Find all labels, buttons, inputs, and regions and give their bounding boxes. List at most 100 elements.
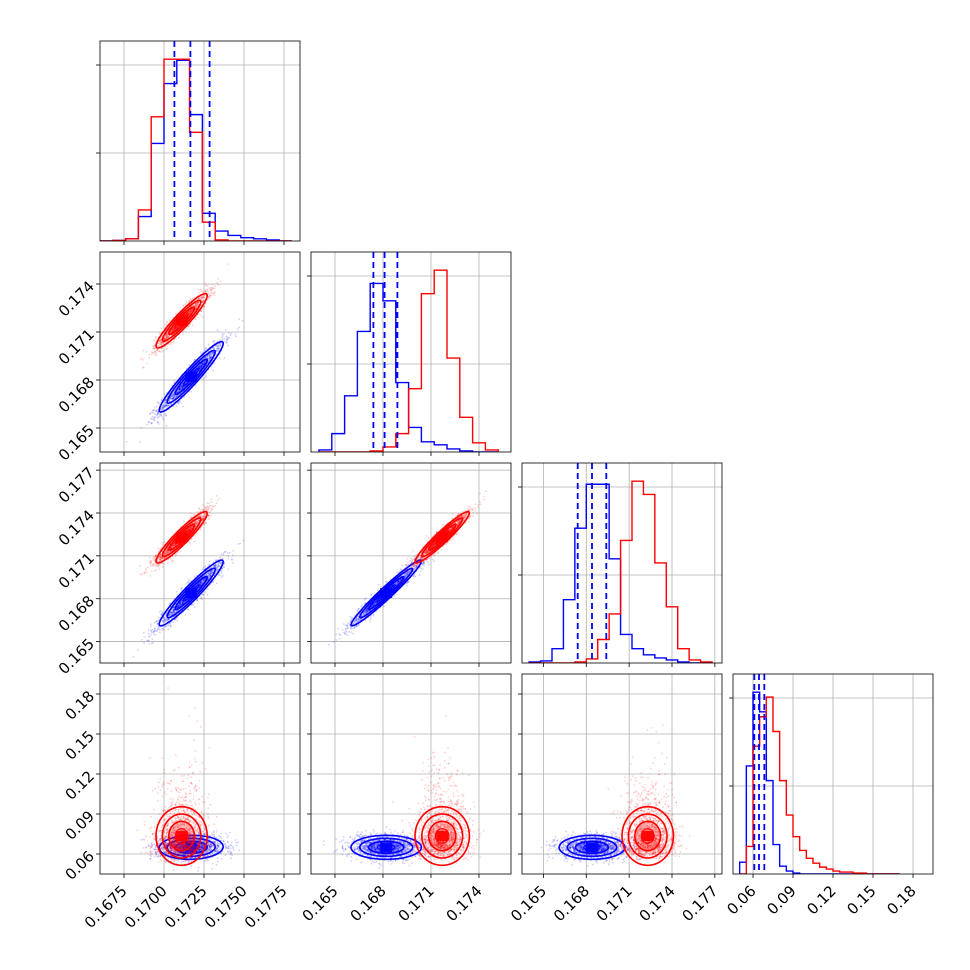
scatter-point: [146, 566, 149, 569]
scatter-point: [226, 344, 229, 347]
scatter-point: [213, 294, 216, 297]
scatter-point: [168, 404, 170, 407]
scatter-point: [166, 336, 169, 339]
scatter-point: [241, 319, 244, 322]
scatter-point: [152, 412, 155, 414]
scatter-point: [219, 339, 221, 342]
scatter-point: [156, 344, 159, 347]
scatter-point: [155, 410, 158, 413]
scatter-point: [163, 621, 166, 624]
scatter-point: [161, 349, 164, 352]
scatter-point: [227, 332, 230, 334]
scatter-point: [172, 329, 174, 332]
scatter-point: [219, 562, 222, 565]
scatter-point: [216, 348, 218, 350]
scatter-point: [171, 329, 174, 332]
scatter-point: [238, 318, 241, 321]
scatter-point: [146, 423, 148, 426]
scatter-point: [216, 347, 219, 350]
scatter-point: [160, 342, 163, 345]
scatter-point: [165, 398, 167, 401]
scatter-point: [212, 287, 215, 290]
scatter-point: [190, 310, 192, 313]
scatter-point: [147, 639, 150, 642]
scatter-point: [212, 351, 215, 354]
scatter-point: [197, 365, 200, 368]
scatter-point: [175, 405, 178, 408]
scatter-point: [188, 309, 191, 312]
scatter-point: [165, 405, 168, 407]
scatter-point: [167, 336, 169, 338]
scatter-point: [204, 376, 207, 379]
scatter-point: [162, 341, 165, 344]
scatter-point: [203, 360, 206, 363]
histogram-red: [319, 269, 499, 452]
scatter-point: [173, 327, 176, 330]
scatter-point: [206, 354, 209, 357]
scatter-point: [150, 417, 152, 420]
scatter-point: [173, 325, 175, 328]
scatter-point: [162, 341, 165, 344]
scatter-point: [170, 330, 173, 333]
scatter-point: [146, 362, 149, 365]
scatter-point: [189, 311, 192, 314]
scatter-point: [162, 417, 164, 419]
scatter-point: [203, 578, 206, 581]
scatter-point: [193, 606, 196, 609]
scatter-point: [219, 344, 222, 346]
scatter-point: [175, 313, 177, 316]
scatter-point: [191, 308, 194, 310]
scatter-point: [200, 297, 203, 300]
scatter-point: [171, 397, 174, 400]
scatter-point: [170, 403, 173, 406]
scatter-point: [165, 337, 168, 340]
scatter-point: [164, 404, 167, 407]
scatter-point: [156, 409, 158, 411]
scatter-point: [201, 363, 204, 366]
scatter-point: [207, 296, 210, 299]
scatter-point: [181, 304, 184, 307]
scatter-point: [181, 386, 184, 388]
scatter-point: [210, 289, 212, 291]
scatter-point: [184, 303, 187, 306]
scatter-point: [193, 358, 196, 361]
scatter-point: [179, 388, 182, 390]
scatter-point: [211, 569, 214, 572]
scatter-point: [195, 305, 198, 308]
scatter-point: [166, 336, 169, 339]
scatter-point: [217, 283, 220, 286]
scatter-point: [163, 405, 166, 408]
scatter-point: [227, 557, 230, 560]
scatter-point: [204, 282, 206, 285]
scatter-point: [215, 582, 218, 585]
scatter-point: [205, 284, 208, 287]
scatter-point: [214, 564, 217, 566]
scatter-point: [226, 341, 229, 344]
scatter-point: [172, 328, 175, 330]
scatter-point: [197, 301, 199, 304]
scatter-point: [159, 610, 161, 613]
scatter-point: [172, 396, 175, 399]
scatter-point: [160, 343, 162, 346]
scatter-point: [178, 605, 181, 607]
scatter-point: [197, 316, 200, 319]
scatter-point: [217, 565, 220, 568]
scatter-point: [182, 601, 185, 604]
scatter-point: [176, 391, 179, 394]
scatter-point: [190, 310, 192, 313]
scatter-point: [151, 344, 154, 347]
scatter-point: [162, 620, 164, 623]
scatter-point: [189, 312, 192, 314]
scatter-point: [213, 291, 216, 294]
scatter-point: [157, 344, 160, 347]
density-core-red: [175, 315, 188, 326]
scatter-point: [202, 296, 205, 299]
scatter-point: [209, 357, 211, 360]
scatter-point: [209, 287, 212, 290]
scatter-point: [180, 384, 182, 387]
scatter-point: [199, 288, 202, 291]
scatter-point: [194, 317, 196, 320]
scatter-point: [183, 396, 186, 398]
scatter-point: [201, 363, 204, 366]
scatter-point: [165, 625, 168, 628]
